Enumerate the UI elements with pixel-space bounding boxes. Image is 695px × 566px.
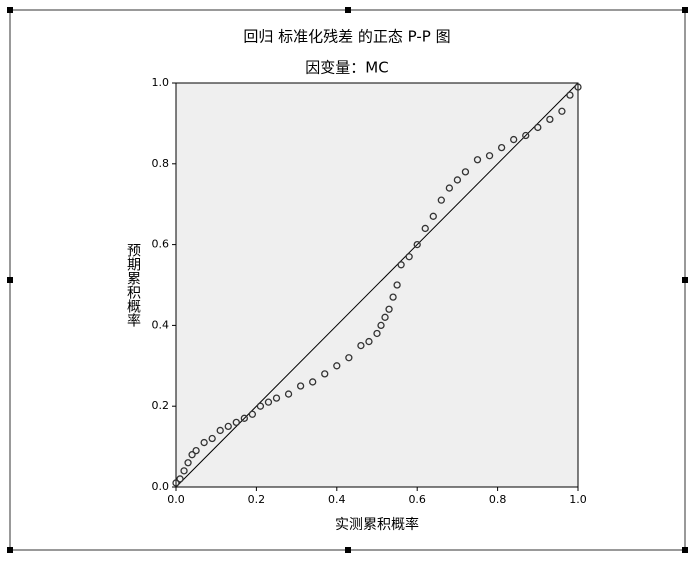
y-tick-label: 1.0: [152, 76, 170, 89]
point: [200, 438, 208, 447]
point: [397, 261, 405, 269]
point: [321, 370, 329, 378]
point: [522, 131, 530, 140]
x-tick-label: 1.0: [569, 493, 587, 506]
point: [445, 184, 454, 192]
point: [296, 382, 305, 390]
y-tick-label: 0.6: [152, 238, 170, 251]
x-tick-label: 0.2: [248, 493, 266, 506]
point: [546, 115, 554, 124]
y-tick-label: 0.0: [152, 480, 170, 493]
point: [381, 313, 389, 321]
point: [232, 418, 240, 427]
point: [429, 212, 437, 220]
point: [377, 321, 385, 330]
frame-handles: [7, 7, 688, 553]
point: [385, 305, 393, 313]
y-tick-label: 0.8: [152, 157, 170, 170]
point: [574, 83, 582, 91]
point: [421, 224, 429, 233]
point: [184, 459, 192, 467]
y-tick-label: 0.2: [152, 399, 170, 412]
point: [272, 394, 281, 402]
point: [309, 378, 317, 386]
point: [172, 479, 180, 487]
point: [453, 176, 462, 184]
point: [208, 434, 216, 443]
reference-line: [175, 82, 579, 488]
point: [256, 402, 265, 410]
point: [485, 152, 494, 160]
chart-title: 回归 标准化残差 的正态 P-P 图: [243, 28, 450, 46]
point: [413, 240, 421, 249]
point: [357, 341, 365, 350]
point: [389, 293, 397, 301]
point: [497, 143, 506, 152]
point: [461, 168, 470, 176]
point: [558, 107, 566, 115]
x-axis-label: 实测累积概率: [335, 516, 419, 533]
point: [373, 329, 381, 338]
point: [216, 426, 224, 435]
point: [566, 91, 574, 99]
point: [510, 135, 518, 144]
point: [264, 398, 273, 406]
x-tick-label: 0.8: [489, 493, 507, 506]
y-axis-label: 预期累积概率: [125, 243, 141, 327]
point: [240, 414, 248, 422]
point: [224, 422, 232, 431]
y-tick-label: 0.4: [152, 318, 170, 331]
point: [284, 390, 293, 398]
point: [333, 362, 341, 370]
point: [188, 451, 196, 459]
point: [473, 156, 482, 164]
x-tick-label: 0.6: [408, 493, 426, 506]
chart-subtitle: 因变量：MC: [305, 59, 388, 77]
point: [437, 196, 445, 204]
x-tick-label: 0.4: [328, 493, 346, 506]
point: [180, 467, 188, 475]
point: [534, 123, 542, 132]
point: [405, 253, 413, 261]
point: [176, 475, 184, 483]
point: [393, 281, 401, 289]
point: [345, 354, 353, 362]
point: [248, 410, 257, 418]
point: [365, 337, 373, 346]
x-tick-label: 0.0: [167, 493, 185, 506]
point: [192, 446, 200, 455]
